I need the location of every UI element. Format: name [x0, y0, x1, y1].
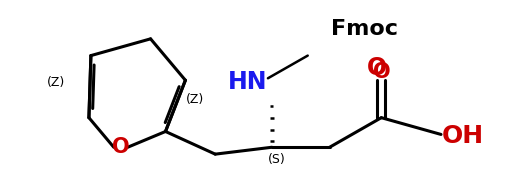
Text: OH: OH [442, 124, 484, 148]
Text: O: O [367, 56, 387, 80]
Text: (Z): (Z) [47, 76, 65, 89]
Text: O: O [112, 137, 130, 157]
Text: Fmoc: Fmoc [331, 19, 398, 39]
Text: O: O [372, 62, 390, 82]
Text: (S): (S) [268, 153, 286, 166]
Text: HN: HN [228, 70, 268, 94]
Text: (Z): (Z) [186, 94, 204, 106]
